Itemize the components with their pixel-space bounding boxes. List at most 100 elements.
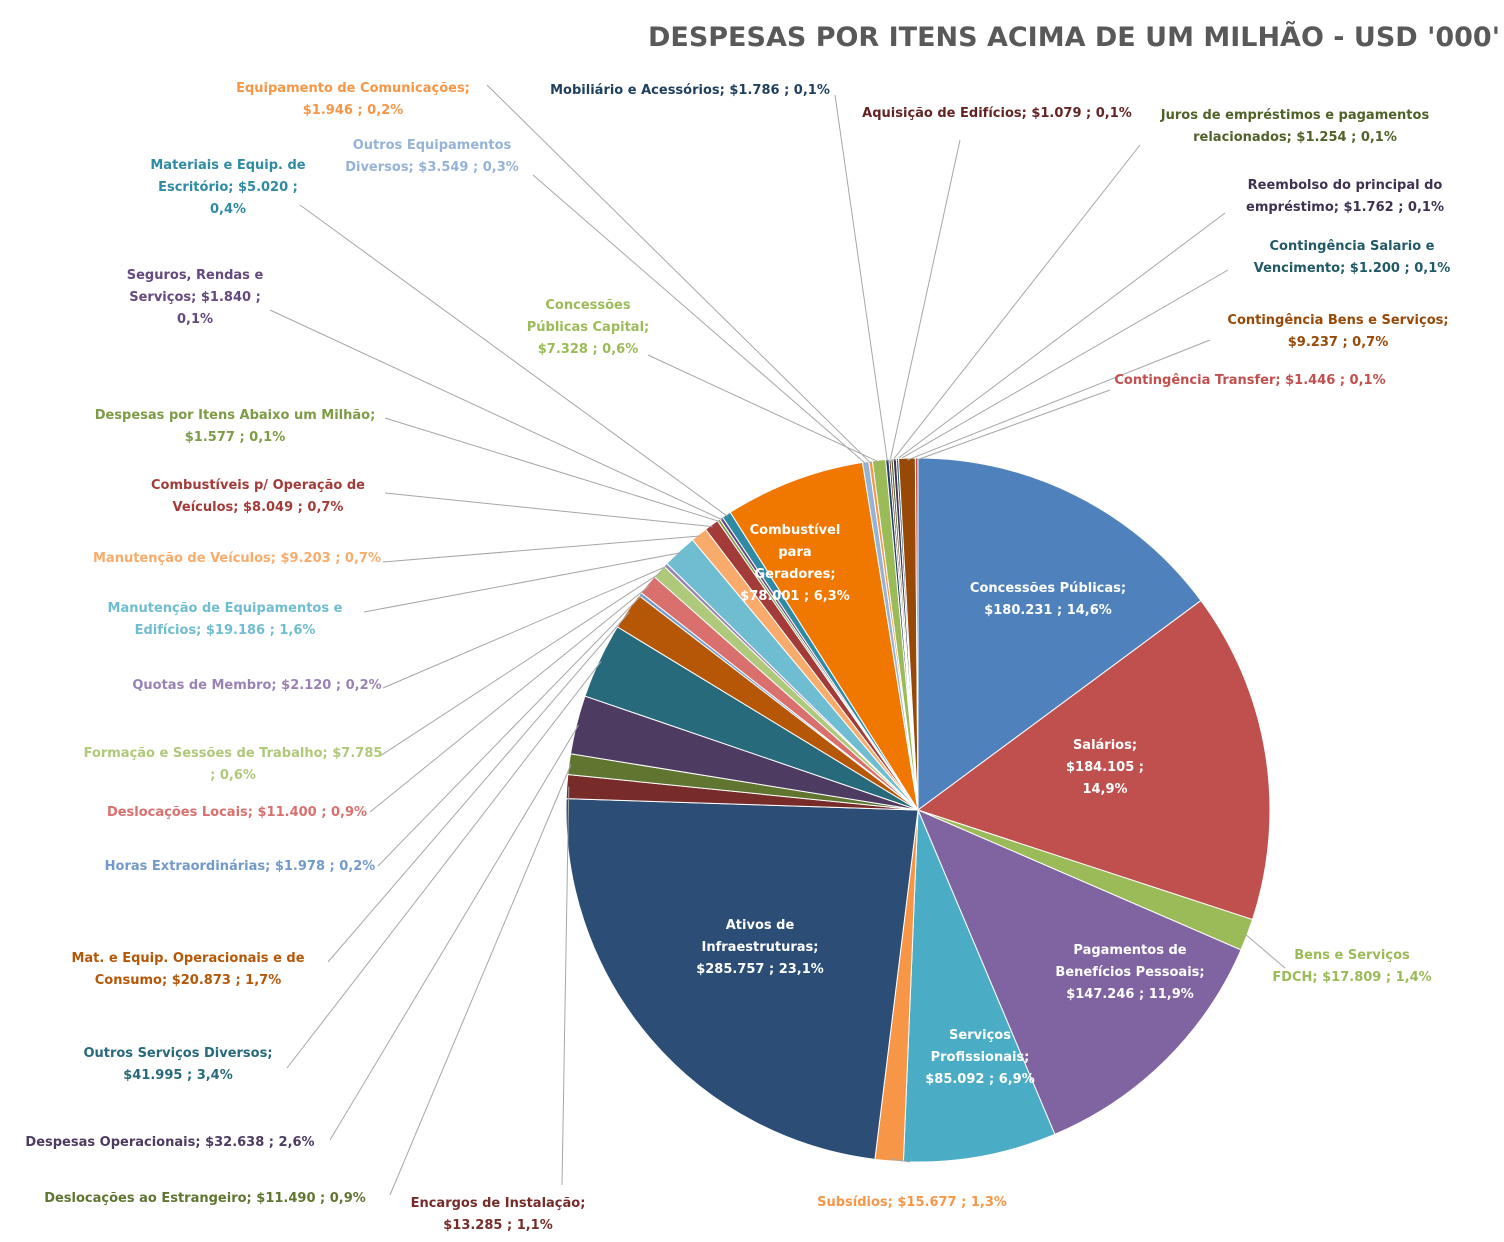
data-label: Ativos de Infraestruturas; $285.757 ; 23… — [670, 915, 850, 981]
label-value: $9.203 ; 0,7% — [280, 551, 381, 566]
label-name: Encargos de Instalação; — [410, 1196, 586, 1211]
data-label: Subsídios; $15.677 ; 1,3% — [792, 1192, 1032, 1214]
label-name: Bens e Serviços FDCH; — [1272, 948, 1410, 985]
data-label: Manutenção de Veículos; $9.203 ; 0,7% — [87, 548, 387, 570]
label-name: Contingência Salario e Vencimento; — [1253, 239, 1435, 276]
label-value: $1.762 ; 0,1% — [1343, 200, 1444, 215]
label-name: Combustíveis p/ Operação de Veículos; — [151, 478, 365, 515]
label-value: $1.079 ; 0,1% — [1031, 106, 1132, 121]
leader-line — [363, 552, 681, 613]
label-value: $19.186 ; 1,6% — [205, 623, 316, 638]
data-label: Materiais e Equip. de Escritório; $5.020… — [148, 155, 308, 221]
label-value: $285.757 ; 23,1% — [696, 962, 824, 977]
leader-line — [384, 492, 713, 528]
label-name: Despesas Operacionais; — [25, 1135, 201, 1150]
label-value: $7.328 ; 0,6% — [537, 342, 639, 357]
label-name: Horas Extraordinárias; — [104, 859, 271, 874]
label-value: $180.231 ; 14,6% — [984, 603, 1112, 618]
label-name: Mat. e Equip. Operacionais e de Consumo; — [71, 951, 305, 988]
label-value: $78.001 ; 6,3% — [740, 589, 850, 604]
label-name: Juros de empréstimos e pagamentos relaci… — [1160, 108, 1430, 145]
label-name: Quotas de Membro; — [132, 678, 277, 693]
label-value: $7.785 ; 0,6% — [210, 746, 383, 783]
leader-line — [1244, 933, 1286, 969]
label-value: $85.092 ; 6,9% — [925, 1072, 1035, 1087]
label-name: Pagamentos de Benefícios Pessoais; — [1055, 943, 1205, 980]
label-name: Materiais e Equip. de Escritório; — [150, 158, 306, 195]
data-label: Equipamento de Comunicações; $1.946 ; 0,… — [213, 78, 493, 122]
label-value: $1.946 ; 0,2% — [302, 103, 404, 118]
data-label: Despesas por Itens Abaixo um Milhão; $1.… — [85, 405, 385, 449]
label-value: $147.246 ; 11,9% — [1066, 987, 1194, 1002]
leader-line — [906, 339, 1211, 461]
label-name: Concessões Públicas Capital; — [526, 298, 650, 335]
leader-line — [299, 204, 728, 517]
label-name: Reembolso do principal do empréstimo; — [1246, 178, 1443, 215]
leader-line — [382, 565, 668, 689]
data-label: Concessões Públicas Capital; $7.328 ; 0,… — [513, 295, 663, 361]
data-label: Horas Extraordinárias; $1.978 ; 0,2% — [90, 856, 390, 878]
data-label: Concessões Públicas; $180.231 ; 14,6% — [948, 578, 1148, 622]
label-name: Subsídios; — [817, 1195, 893, 1210]
chart-title: DESPESAS POR ITENS ACIMA DE UM MILHÃO - … — [647, 22, 1500, 53]
leader-line — [647, 354, 880, 463]
label-value: $41.995 ; 3,4% — [123, 1068, 233, 1083]
label-value: $20.873 ; 1,7% — [171, 973, 282, 988]
pie-slice — [565, 798, 919, 1160]
leader-line — [889, 1158, 911, 1163]
leader-line — [834, 94, 888, 462]
leader-line — [891, 144, 1141, 462]
data-label: Deslocações ao Estrangeiro; $11.490 ; 0,… — [25, 1188, 385, 1210]
data-label: Mobiliário e Acessórios; $1.786 ; 0,1% — [540, 80, 840, 102]
pie-slice — [914, 457, 919, 811]
leader-line — [382, 535, 701, 563]
data-label: Mat. e Equip. Operacionais e de Consumo;… — [43, 948, 333, 992]
label-value: $1.978 ; 0,2% — [274, 859, 376, 874]
data-label: Outros Serviços Diversos; $41.995 ; 3,4% — [63, 1043, 293, 1087]
pie-slice — [729, 461, 919, 811]
label-value: $13.285 ; 1,1% — [443, 1218, 553, 1233]
leader-line — [379, 572, 661, 757]
label-value: $1.446 ; 0,1% — [1285, 373, 1386, 388]
data-label: Manutenção de Equipamentos e Edifícios; … — [80, 598, 370, 642]
label-name: Deslocações Locais; — [106, 805, 253, 820]
leader-line — [327, 611, 630, 963]
pie-slice — [916, 599, 1271, 921]
data-label: Reembolso do principal do empréstimo; $1… — [1220, 175, 1470, 219]
label-value: $3.549 ; 0,3% — [418, 160, 519, 175]
leader-line — [329, 724, 579, 1141]
label-value: $1.786 ; 0,1% — [729, 83, 830, 98]
label-name: Manutenção de Veículos; — [92, 551, 276, 566]
pie-slice — [917, 809, 1242, 1135]
leader-line — [389, 764, 572, 1196]
data-label: Bens e Serviços FDCH; $17.809 ; 1,4% — [1272, 945, 1432, 989]
data-label: Formação e Sessões de Trabalho; $7.785 ;… — [83, 743, 383, 787]
leader-line — [894, 212, 1226, 462]
pie-slice — [917, 457, 1202, 811]
label-value: $8.049 ; 0,7% — [242, 500, 344, 515]
label-name: Equipamento de Comunicações; — [236, 81, 470, 96]
data-label: Contingência Transfer; $1.446 ; 0,1% — [1110, 370, 1390, 392]
leader-line — [486, 84, 872, 464]
label-name: Deslocações ao Estrangeiro; — [44, 1191, 252, 1206]
data-label: Outros Equipamentos Diversos; $3.549 ; 0… — [322, 135, 542, 179]
label-name: Serviços Profissionais; — [930, 1028, 1030, 1065]
label-name: Contingência Transfer; — [1114, 373, 1281, 388]
leader-line — [889, 139, 961, 462]
data-label: Quotas de Membro; $2.120 ; 0,2% — [127, 675, 387, 697]
leader-line — [532, 174, 867, 465]
label-name: Outros Equipamentos Diversos; — [345, 138, 512, 175]
label-name: Concessões Públicas; — [969, 581, 1127, 596]
data-label: Deslocações Locais; $11.400 ; 0,9% — [97, 802, 377, 824]
label-value: $32.638 ; 2,6% — [205, 1135, 315, 1150]
label-name: Mobiliário e Acessórios; — [550, 83, 725, 98]
data-label: Combustíveis p/ Operação de Veículos; $8… — [128, 475, 388, 519]
label-value: $11.490 ; 0,9% — [256, 1191, 366, 1206]
label-name: Outros Serviços Diversos; — [83, 1046, 273, 1061]
data-label: Despesas Operacionais; $32.638 ; 2,6% — [10, 1132, 330, 1154]
label-value: $5.020 ; 0,4% — [209, 180, 298, 217]
leader-line — [369, 585, 650, 813]
data-label: Serviços Profissionais; $85.092 ; 6,9% — [925, 1025, 1035, 1091]
data-label: Contingência Salario e Vencimento; $1.20… — [1232, 236, 1472, 280]
